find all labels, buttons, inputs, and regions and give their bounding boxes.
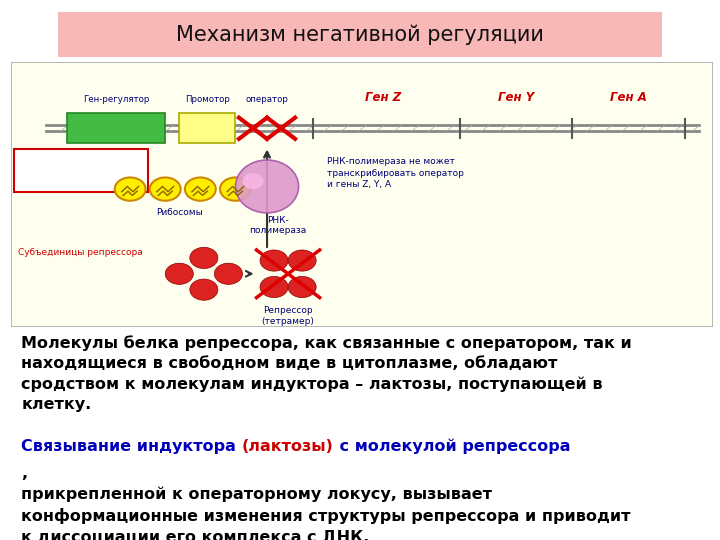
- Circle shape: [190, 279, 218, 300]
- Circle shape: [215, 263, 243, 285]
- Text: Молекулы белка репрессора, как связанные с оператором, так и
находящиеся в свобо: Молекулы белка репрессора, как связанные…: [22, 335, 632, 413]
- Circle shape: [190, 247, 218, 268]
- Text: с молекулой репрессора: с молекулой репрессора: [333, 439, 570, 454]
- FancyBboxPatch shape: [179, 113, 235, 143]
- Text: Рибосомы: Рибосомы: [156, 207, 202, 217]
- Circle shape: [150, 178, 181, 201]
- Text: Субъединицы репрессора: Субъединицы репрессора: [18, 248, 143, 257]
- Text: Промотор: Промотор: [185, 96, 230, 104]
- Text: (лактозы): (лактозы): [242, 439, 333, 454]
- FancyBboxPatch shape: [14, 150, 148, 192]
- Text: оператор: оператор: [246, 96, 289, 104]
- Text: Ген-регулятор: Ген-регулятор: [83, 96, 149, 104]
- FancyBboxPatch shape: [11, 62, 713, 327]
- Ellipse shape: [243, 173, 264, 189]
- Text: Связывание индуктора: Связывание индуктора: [22, 439, 242, 454]
- FancyBboxPatch shape: [22, 10, 698, 59]
- Text: Репрессор
(тетрамер): Репрессор (тетрамер): [261, 306, 315, 326]
- Circle shape: [288, 276, 316, 298]
- Circle shape: [220, 178, 251, 201]
- Circle shape: [166, 263, 193, 285]
- Circle shape: [114, 178, 145, 201]
- Text: ,
прикрепленной к операторному локусу, вызывает
конформационные изменения структ: , прикрепленной к операторному локусу, в…: [22, 466, 631, 540]
- Text: РНК-
полимераза: РНК- полимераза: [249, 215, 306, 235]
- Text: Без индуктора: Без индуктора: [40, 166, 122, 176]
- Text: РНК-полимераза не может
транскрибировать оператор
и гены Z, Y, A: РНК-полимераза не может транскрибировать…: [327, 157, 464, 189]
- Text: Ген Y: Ген Y: [498, 91, 534, 104]
- Text: Ген A: Ген A: [610, 91, 647, 104]
- Text: Механизм негативной регуляции: Механизм негативной регуляции: [176, 24, 544, 45]
- Circle shape: [260, 250, 288, 271]
- Text: Ген Z: Ген Z: [365, 91, 401, 104]
- Circle shape: [260, 276, 288, 298]
- FancyBboxPatch shape: [67, 113, 166, 143]
- Ellipse shape: [235, 160, 299, 213]
- Circle shape: [185, 178, 216, 201]
- Circle shape: [288, 250, 316, 271]
